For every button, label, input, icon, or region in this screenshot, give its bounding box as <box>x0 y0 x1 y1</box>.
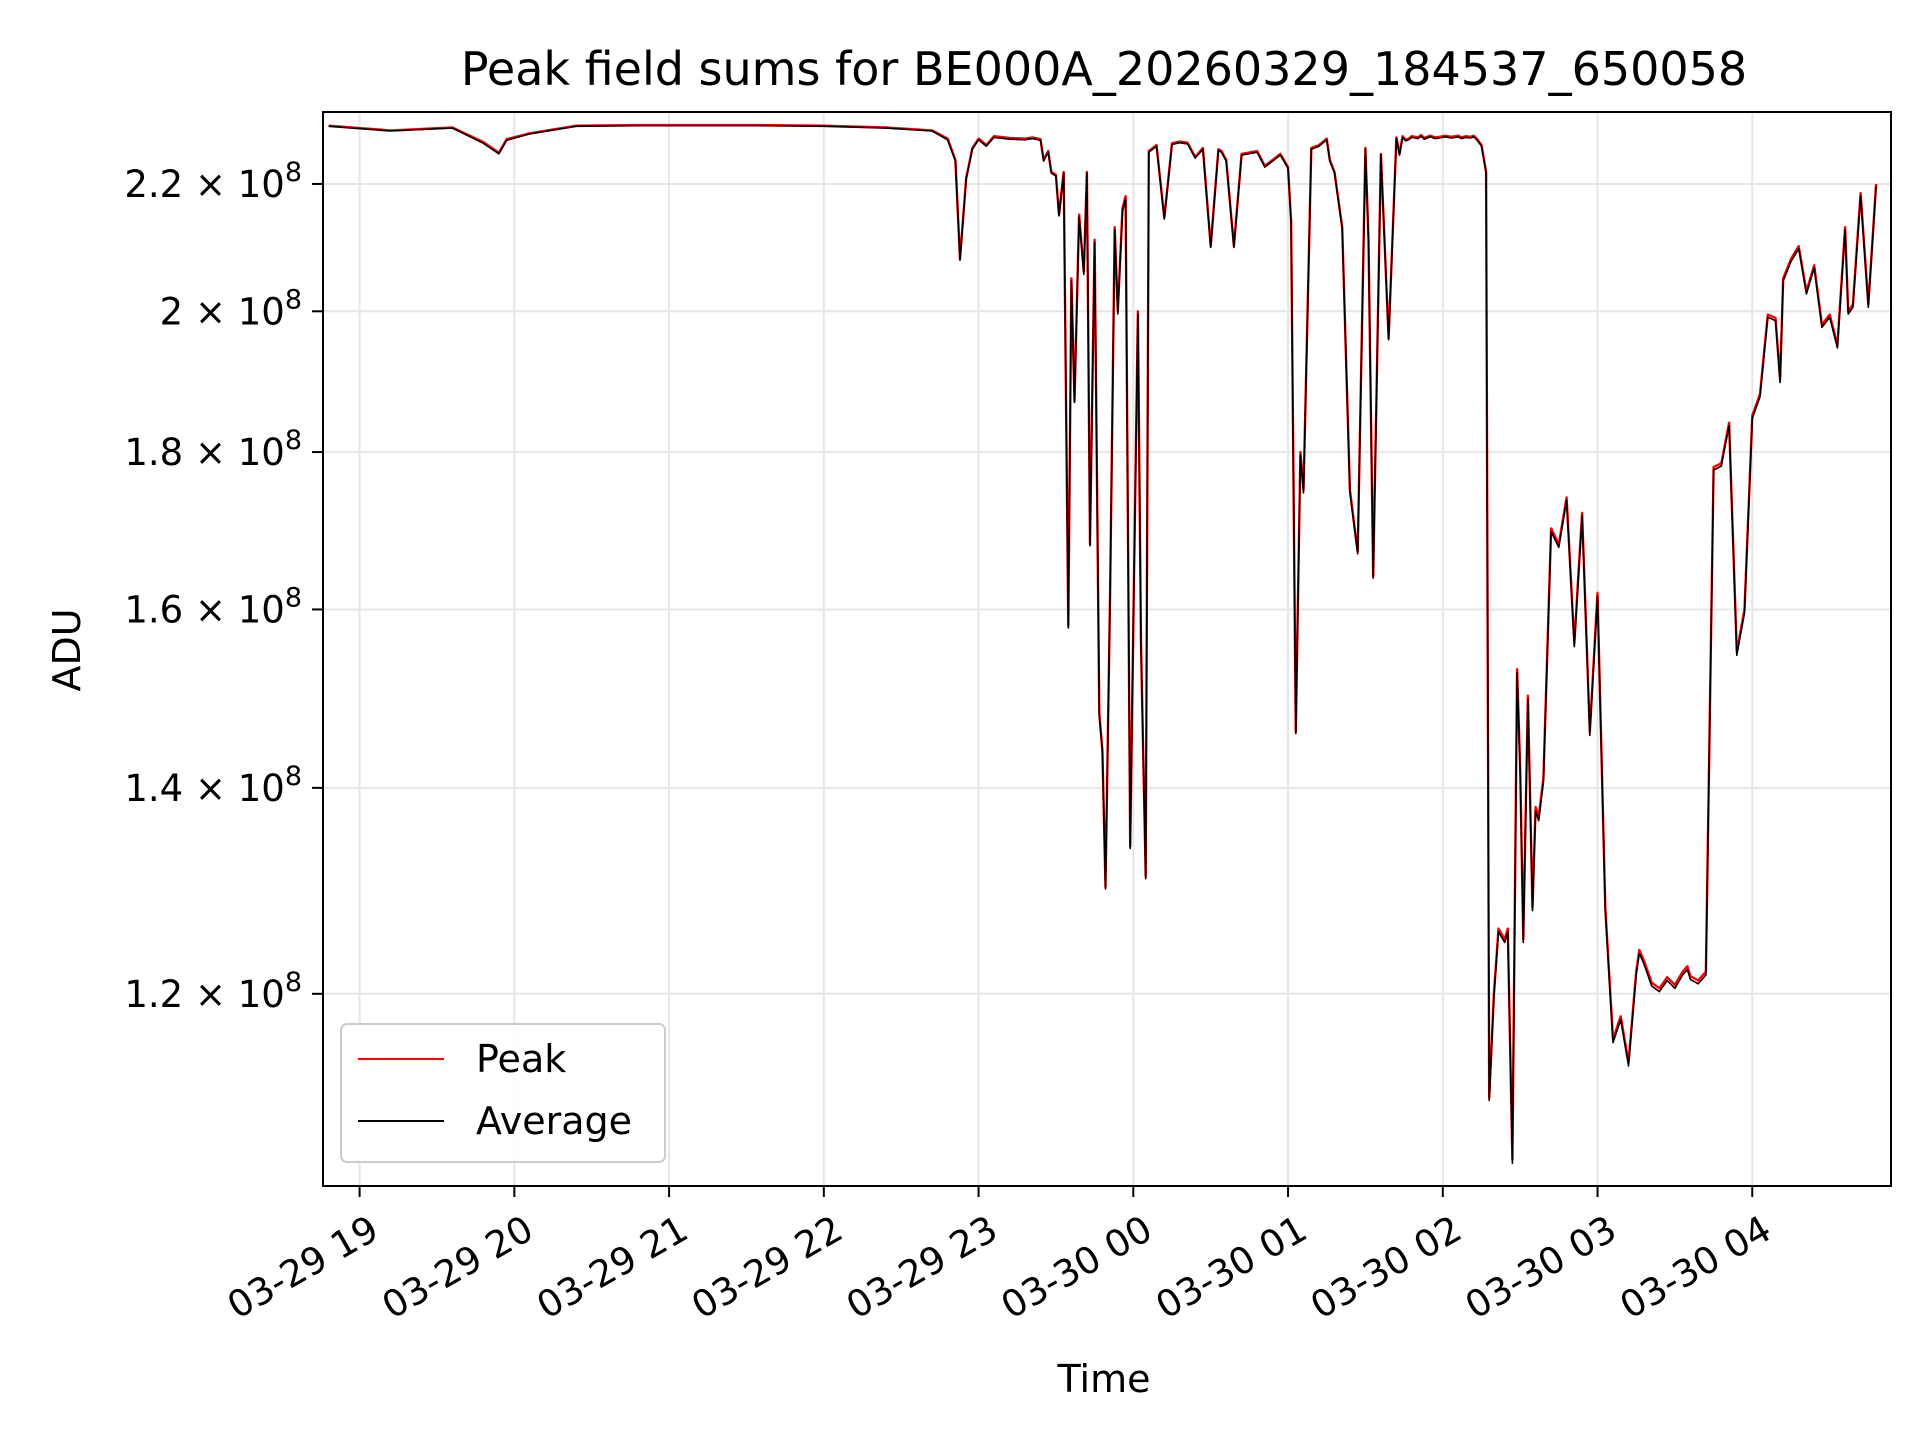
legend-label-peak: Peak <box>476 1037 566 1081</box>
y-tick-label: 2.2 × 108 <box>124 157 302 206</box>
y-axis-label: ADU <box>45 608 89 691</box>
x-axis-label: Time <box>1057 1357 1151 1401</box>
y-tick-label: 1.2 × 108 <box>124 967 302 1016</box>
y-tick-label: 1.8 × 108 <box>124 425 302 474</box>
grid-lines <box>324 113 1890 1185</box>
series-group <box>328 123 1878 1165</box>
plot-area <box>328 123 1878 1165</box>
y-tick-label: 1.4 × 108 <box>124 761 302 810</box>
series-line-average <box>328 124 1877 1165</box>
y-axis: 1.2 × 108 1.4 × 108 1.6 × 108 1.8 × 108 2 × … <box>124 157 324 1016</box>
legend: Peak Average <box>340 1023 666 1163</box>
plot-frame <box>322 111 1892 1187</box>
y-tick-label: 2 × 108 <box>160 284 302 333</box>
y-tick-label: 1.6 × 108 <box>124 582 302 631</box>
chart-title: Peak field sums for BE000A_20260329_1845… <box>461 42 1747 96</box>
legend-label-average: Average <box>476 1099 632 1143</box>
